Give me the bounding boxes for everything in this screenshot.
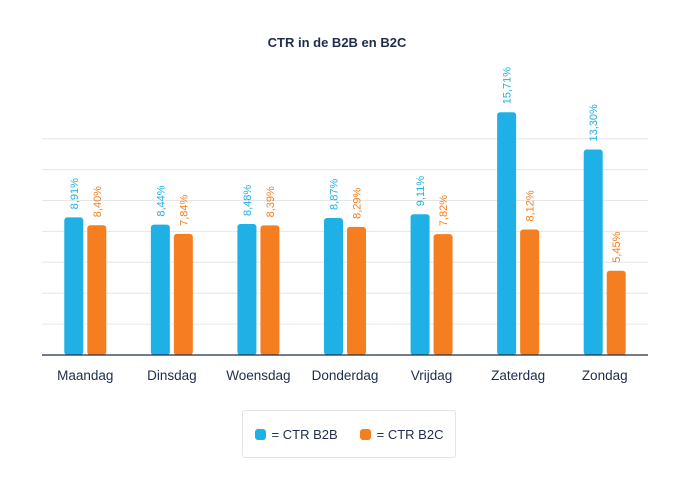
legend-item-b2b: = CTR B2B <box>254 426 338 442</box>
data-label-b2b-1: 8,44% <box>155 185 167 216</box>
x-tick-label-0: Maandag <box>57 368 113 383</box>
bar-b2b-4 <box>410 214 430 355</box>
bar-b2c-2 <box>260 225 280 355</box>
data-label-b2b-5: 15,71% <box>502 67 514 105</box>
bar-b2c-1 <box>173 233 193 355</box>
bar-b2c-5 <box>520 229 540 355</box>
data-label-b2b-3: 8,87% <box>329 179 341 210</box>
data-label-b2b-0: 8,91% <box>69 178 81 209</box>
x-tick-label-6: Zondag <box>582 368 628 383</box>
data-label-b2b-4: 9,11% <box>415 176 427 207</box>
data-label-b2c-6: 5,45% <box>611 231 623 262</box>
bar-b2b-2 <box>237 223 257 355</box>
data-label-b2c-1: 7,84% <box>178 194 190 225</box>
legend-item-b2c: = CTR B2C <box>359 426 444 442</box>
x-tick-label-5: Zaterdag <box>491 368 545 383</box>
data-label-b2c-0: 8,40% <box>92 186 104 217</box>
chart-title: CTR in de B2B en B2C <box>268 35 407 50</box>
legend: = CTR B2B = CTR B2C <box>242 410 456 458</box>
legend-label-b2c: = CTR B2C <box>376 426 444 442</box>
bar-b2b-3 <box>324 217 343 355</box>
bar-b2c-4 <box>433 234 453 355</box>
bar-b2b-6 <box>583 149 603 355</box>
legend-label-b2b: = CTR B2B <box>271 426 338 442</box>
data-label-b2b-2: 8,48% <box>242 185 254 216</box>
bar-b2c-3 <box>347 226 366 355</box>
bar-b2b-1 <box>150 224 170 355</box>
x-tick-label-3: Donderdag <box>312 368 379 383</box>
legend-swatch-b2c <box>359 428 371 440</box>
data-label-b2c-5: 8,12% <box>525 190 537 221</box>
data-label-b2c-4: 7,82% <box>438 195 450 226</box>
data-label-b2c-3: 8,29% <box>352 188 364 219</box>
legend-swatch-b2b <box>254 428 266 440</box>
x-tick-label-4: Vrijdag <box>411 368 453 383</box>
x-tick-label-2: Woensdag <box>226 368 290 383</box>
data-label-b2b-6: 13,30% <box>588 104 600 142</box>
bar-b2c-0 <box>87 225 107 355</box>
bar-b2c-6 <box>606 270 626 355</box>
bar-b2b-0 <box>64 217 84 355</box>
data-label-b2c-2: 8,39% <box>265 186 277 217</box>
x-tick-label-1: Dinsdag <box>147 368 197 383</box>
bar-b2b-5 <box>497 112 517 355</box>
